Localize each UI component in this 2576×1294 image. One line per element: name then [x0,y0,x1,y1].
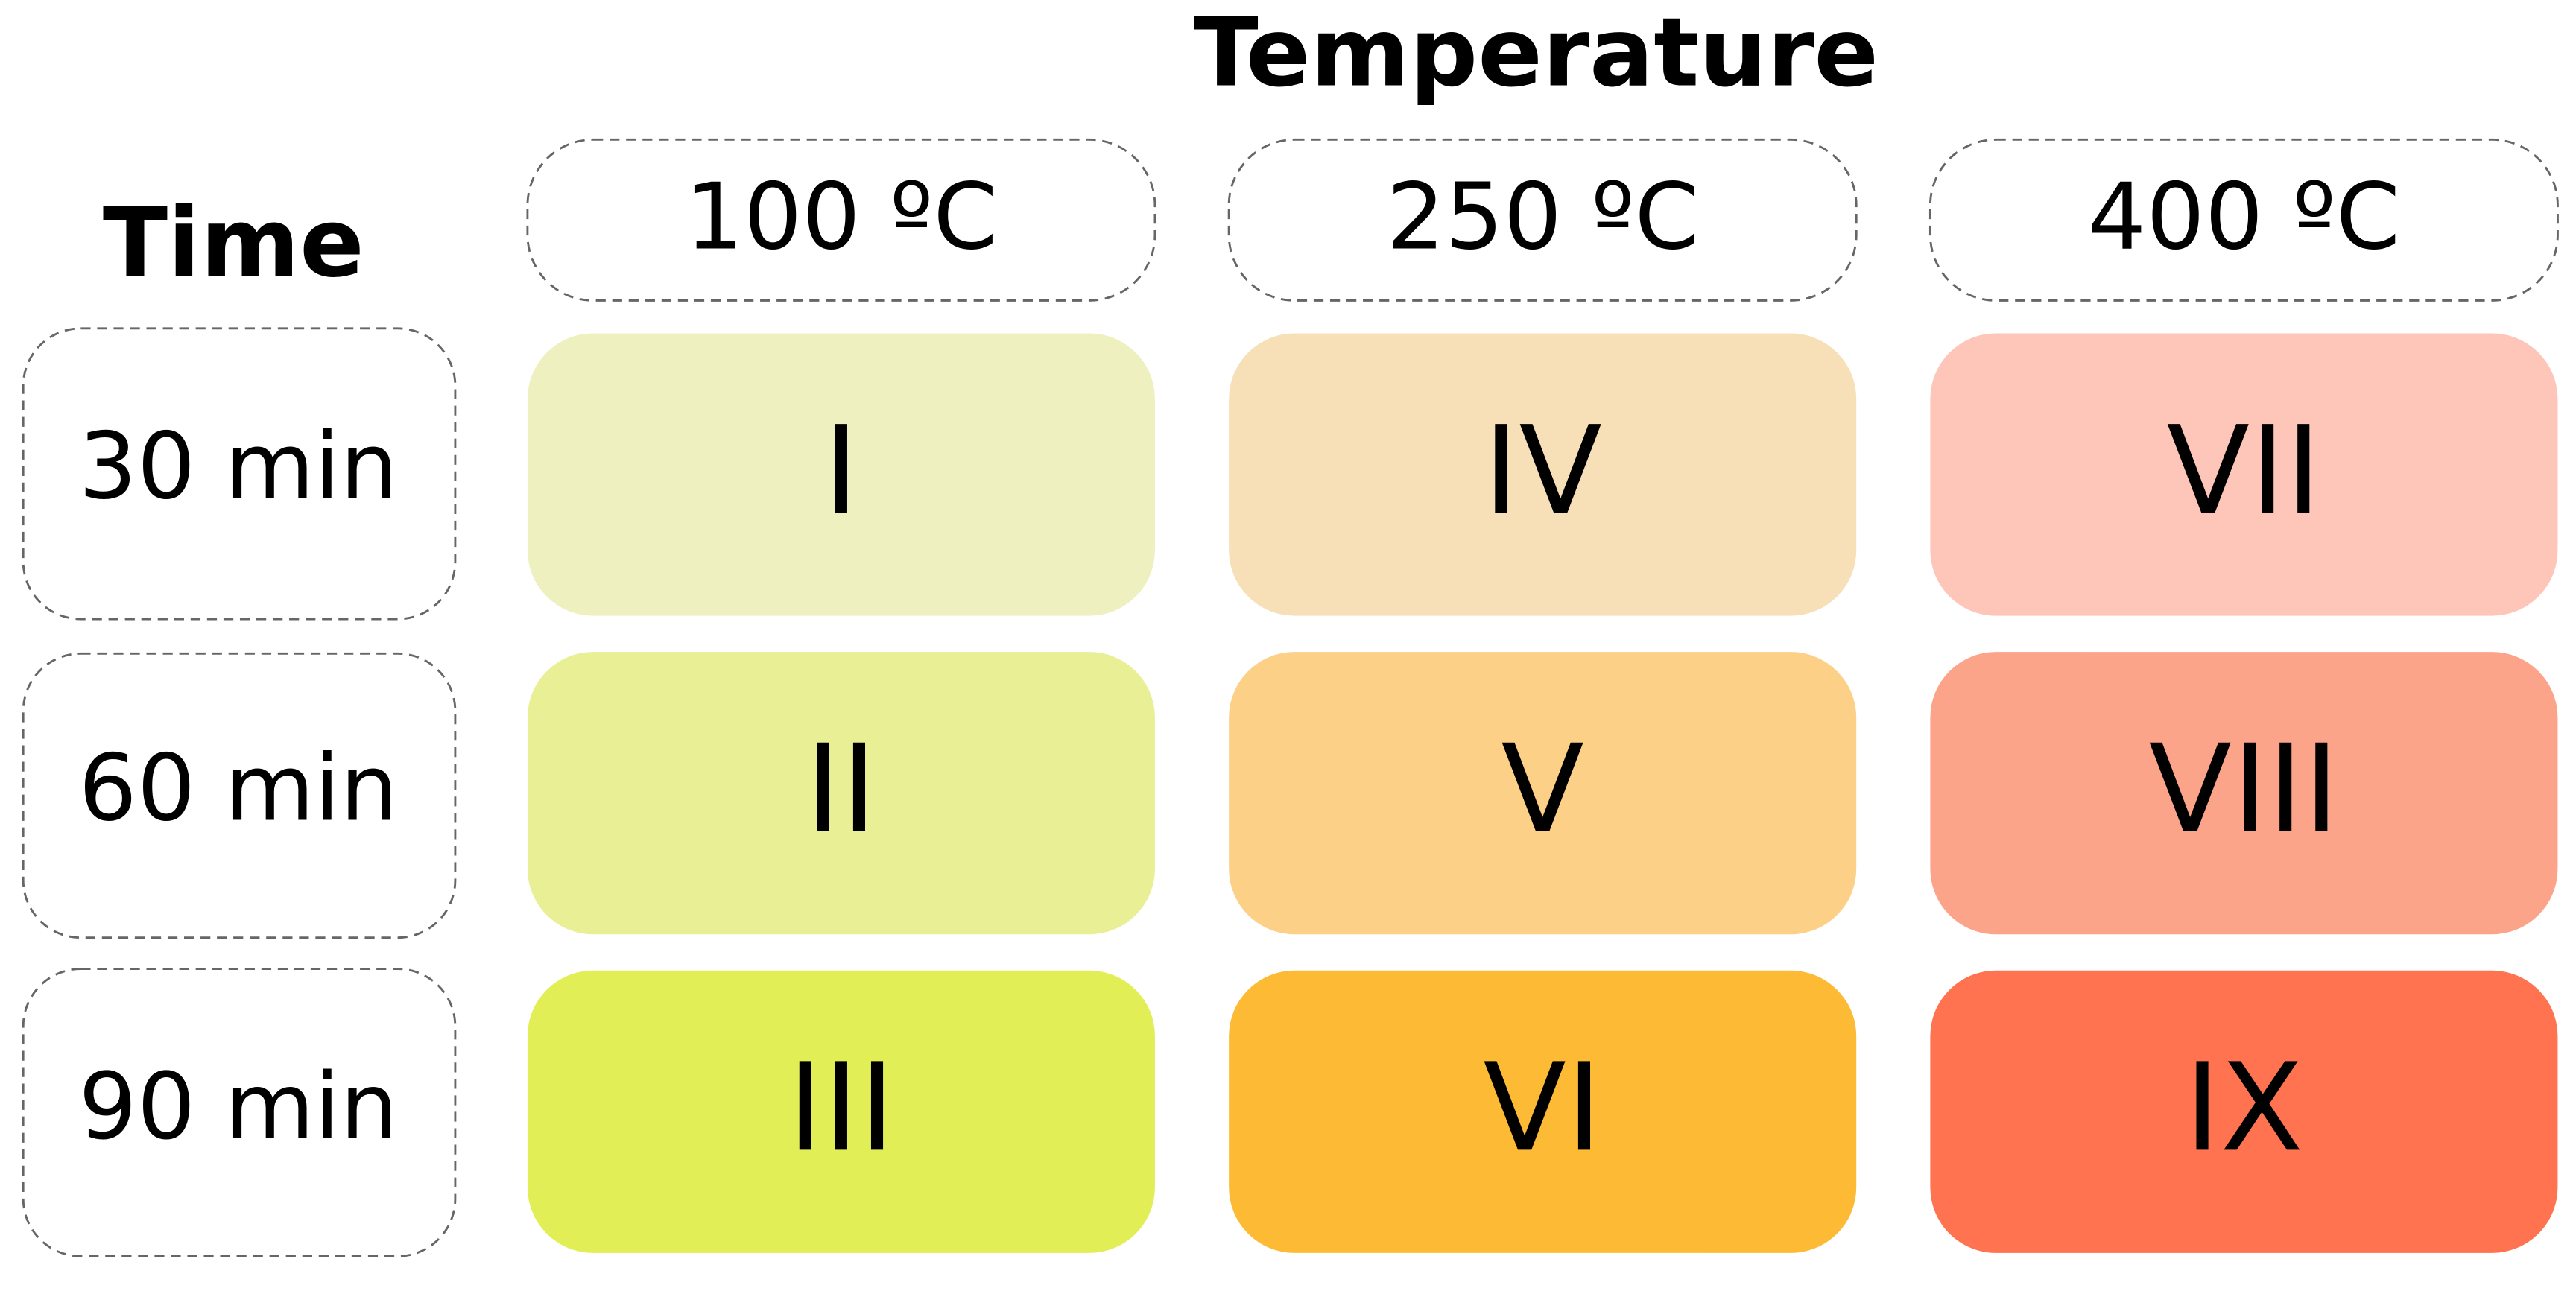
row-header: 30 min [78,413,398,521]
row-header: 90 min [78,1053,398,1161]
title: Temperature [1194,0,1879,109]
cell [1229,970,1857,1253]
cell-label: I [823,401,859,542]
row-header-box [22,327,457,621]
column-header: 400 ºC [2088,163,2400,270]
cell [1229,333,1857,616]
column-header-box [1227,138,1858,302]
cell [1229,652,1857,935]
row-header: 60 min [78,735,398,843]
cell-label: VI [1483,1038,1602,1179]
cell-label: VII [2167,401,2322,542]
row-header-title: Time [103,188,364,299]
cell [527,970,1155,1253]
cell-label: IX [2184,1038,2303,1179]
cell-label: VIII [2148,720,2339,860]
cell [1930,970,2558,1253]
column-header-box [1928,138,2559,302]
column-header-box [526,138,1156,302]
column-headers: 100 ºC 250 ºC 400 ºC [526,138,2559,302]
row-header-box [22,968,457,1257]
cell [1930,333,2558,616]
cell-label: III [788,1038,895,1179]
cell [1930,652,2558,935]
cell-label: V [1501,720,1584,860]
cell-label: II [806,720,877,860]
cells: I IV VII II V VIII III VI IX [527,333,2558,1253]
cell-label: IV [1483,401,1602,542]
cell [527,652,1155,935]
row-header-box [22,652,457,939]
column-header: 250 ºC [1387,163,1699,270]
cell [527,333,1155,616]
row-headers: 30 min 60 min 90 min [22,327,457,1257]
column-header: 100 ºC [685,163,997,270]
